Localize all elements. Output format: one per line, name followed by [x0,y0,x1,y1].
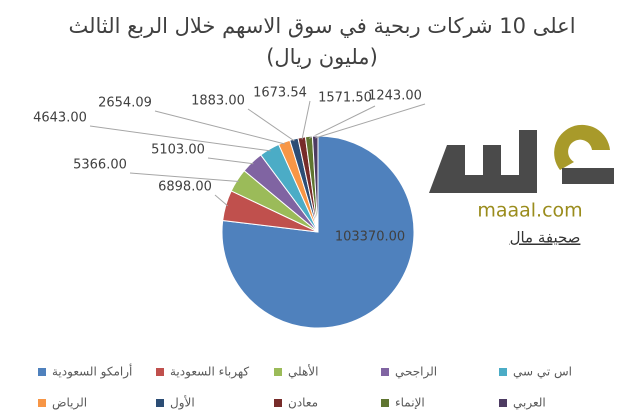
legend-swatch [274,399,282,407]
data-label: 6898.00 [158,180,212,195]
legend-swatch [499,368,507,376]
leader-line [301,100,311,140]
legend-swatch [274,368,282,376]
leader-line [315,103,426,139]
legend-swatch [381,399,389,407]
logo-shape [554,124,610,170]
data-label: 5366.00 [73,158,127,173]
legend-label: الأول [170,395,195,411]
leader-line [129,172,239,182]
legend-swatch [156,368,164,376]
legend-label: أرامكو السعودية [52,364,132,380]
leader-line [308,105,376,139]
data-label: 4643.00 [33,111,87,126]
data-label: 1243.00 [368,89,422,104]
legend-label: الإنماء [395,396,425,410]
legend-swatch [499,399,507,407]
chart-title: اعلى 10 شركات ربحية في سوق الاسهم خلال ا… [68,14,575,39]
pie-slice [311,135,319,233]
legend-label: العربي [513,396,546,411]
chart-subtitle: (مليون ريال) [266,45,378,69]
legend-swatch [38,399,46,407]
legend-swatch [38,368,46,376]
leader-line [214,194,229,207]
logo-shape [562,168,614,184]
data-label: 5103.00 [151,143,205,158]
leader-line [154,110,286,145]
logo-shape [429,130,537,193]
legend-label: الأهلي [288,364,318,379]
data-label: 1571.50 [318,91,372,106]
legend-label: معادن [288,396,318,410]
legend-label: الرياض [52,396,87,411]
data-label: 103370.00 [335,230,405,245]
legend-label: الراجحي [395,365,437,380]
leader-line [247,108,295,142]
leader-line [207,157,254,165]
logo-name: صحيفة مال [510,229,581,247]
logo-site: maaal.com [477,200,582,222]
legend-label: كهرباء السعودية [170,365,249,380]
logo: maaal.com صحيفة مال [429,124,614,247]
legend-label: اس تي سي [513,365,572,380]
leader-line [89,125,271,152]
data-label: 1673.54 [253,86,307,101]
legend-swatch [381,368,389,376]
legend-swatch [156,399,164,407]
data-label: 2654.09 [98,96,152,111]
data-label: 1883.00 [191,94,245,109]
